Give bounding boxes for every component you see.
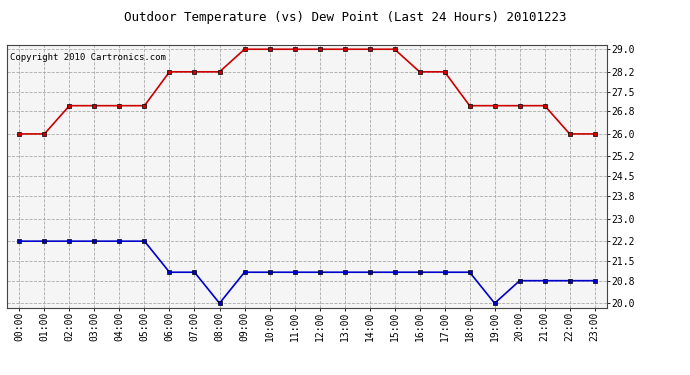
Text: Copyright 2010 Cartronics.com: Copyright 2010 Cartronics.com [10,53,166,62]
Text: Outdoor Temperature (vs) Dew Point (Last 24 Hours) 20101223: Outdoor Temperature (vs) Dew Point (Last… [124,11,566,24]
